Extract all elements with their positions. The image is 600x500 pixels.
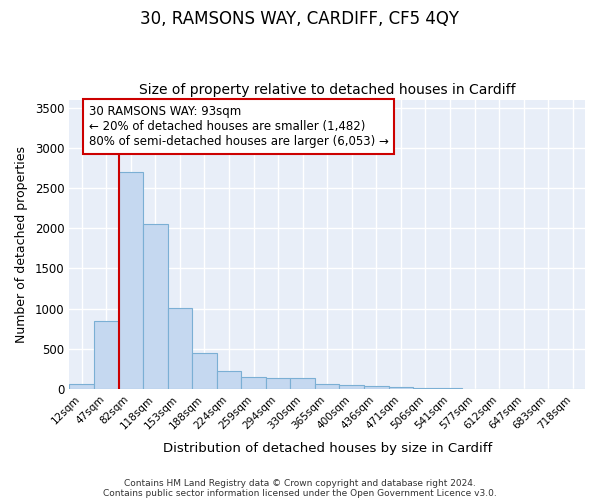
Bar — [413, 388, 437, 389]
Title: Size of property relative to detached houses in Cardiff: Size of property relative to detached ho… — [139, 83, 515, 97]
Bar — [290, 378, 315, 389]
Bar — [143, 224, 167, 389]
X-axis label: Distribution of detached houses by size in Cardiff: Distribution of detached houses by size … — [163, 442, 492, 455]
Text: 30 RAMSONS WAY: 93sqm
← 20% of detached houses are smaller (1,482)
80% of semi-d: 30 RAMSONS WAY: 93sqm ← 20% of detached … — [89, 105, 388, 148]
Bar — [437, 388, 462, 389]
Bar — [266, 378, 290, 389]
Bar — [167, 308, 192, 389]
Bar — [241, 376, 266, 389]
Bar — [192, 353, 217, 389]
Text: Contains public sector information licensed under the Open Government Licence v3: Contains public sector information licen… — [103, 488, 497, 498]
Bar — [217, 372, 241, 389]
Bar — [119, 172, 143, 389]
Bar — [340, 384, 364, 389]
Text: Contains HM Land Registry data © Crown copyright and database right 2024.: Contains HM Land Registry data © Crown c… — [124, 478, 476, 488]
Bar — [70, 384, 94, 389]
Y-axis label: Number of detached properties: Number of detached properties — [15, 146, 28, 343]
Bar — [315, 384, 340, 389]
Bar — [94, 321, 119, 389]
Bar — [389, 387, 413, 389]
Text: 30, RAMSONS WAY, CARDIFF, CF5 4QY: 30, RAMSONS WAY, CARDIFF, CF5 4QY — [140, 10, 460, 28]
Bar — [364, 386, 389, 389]
